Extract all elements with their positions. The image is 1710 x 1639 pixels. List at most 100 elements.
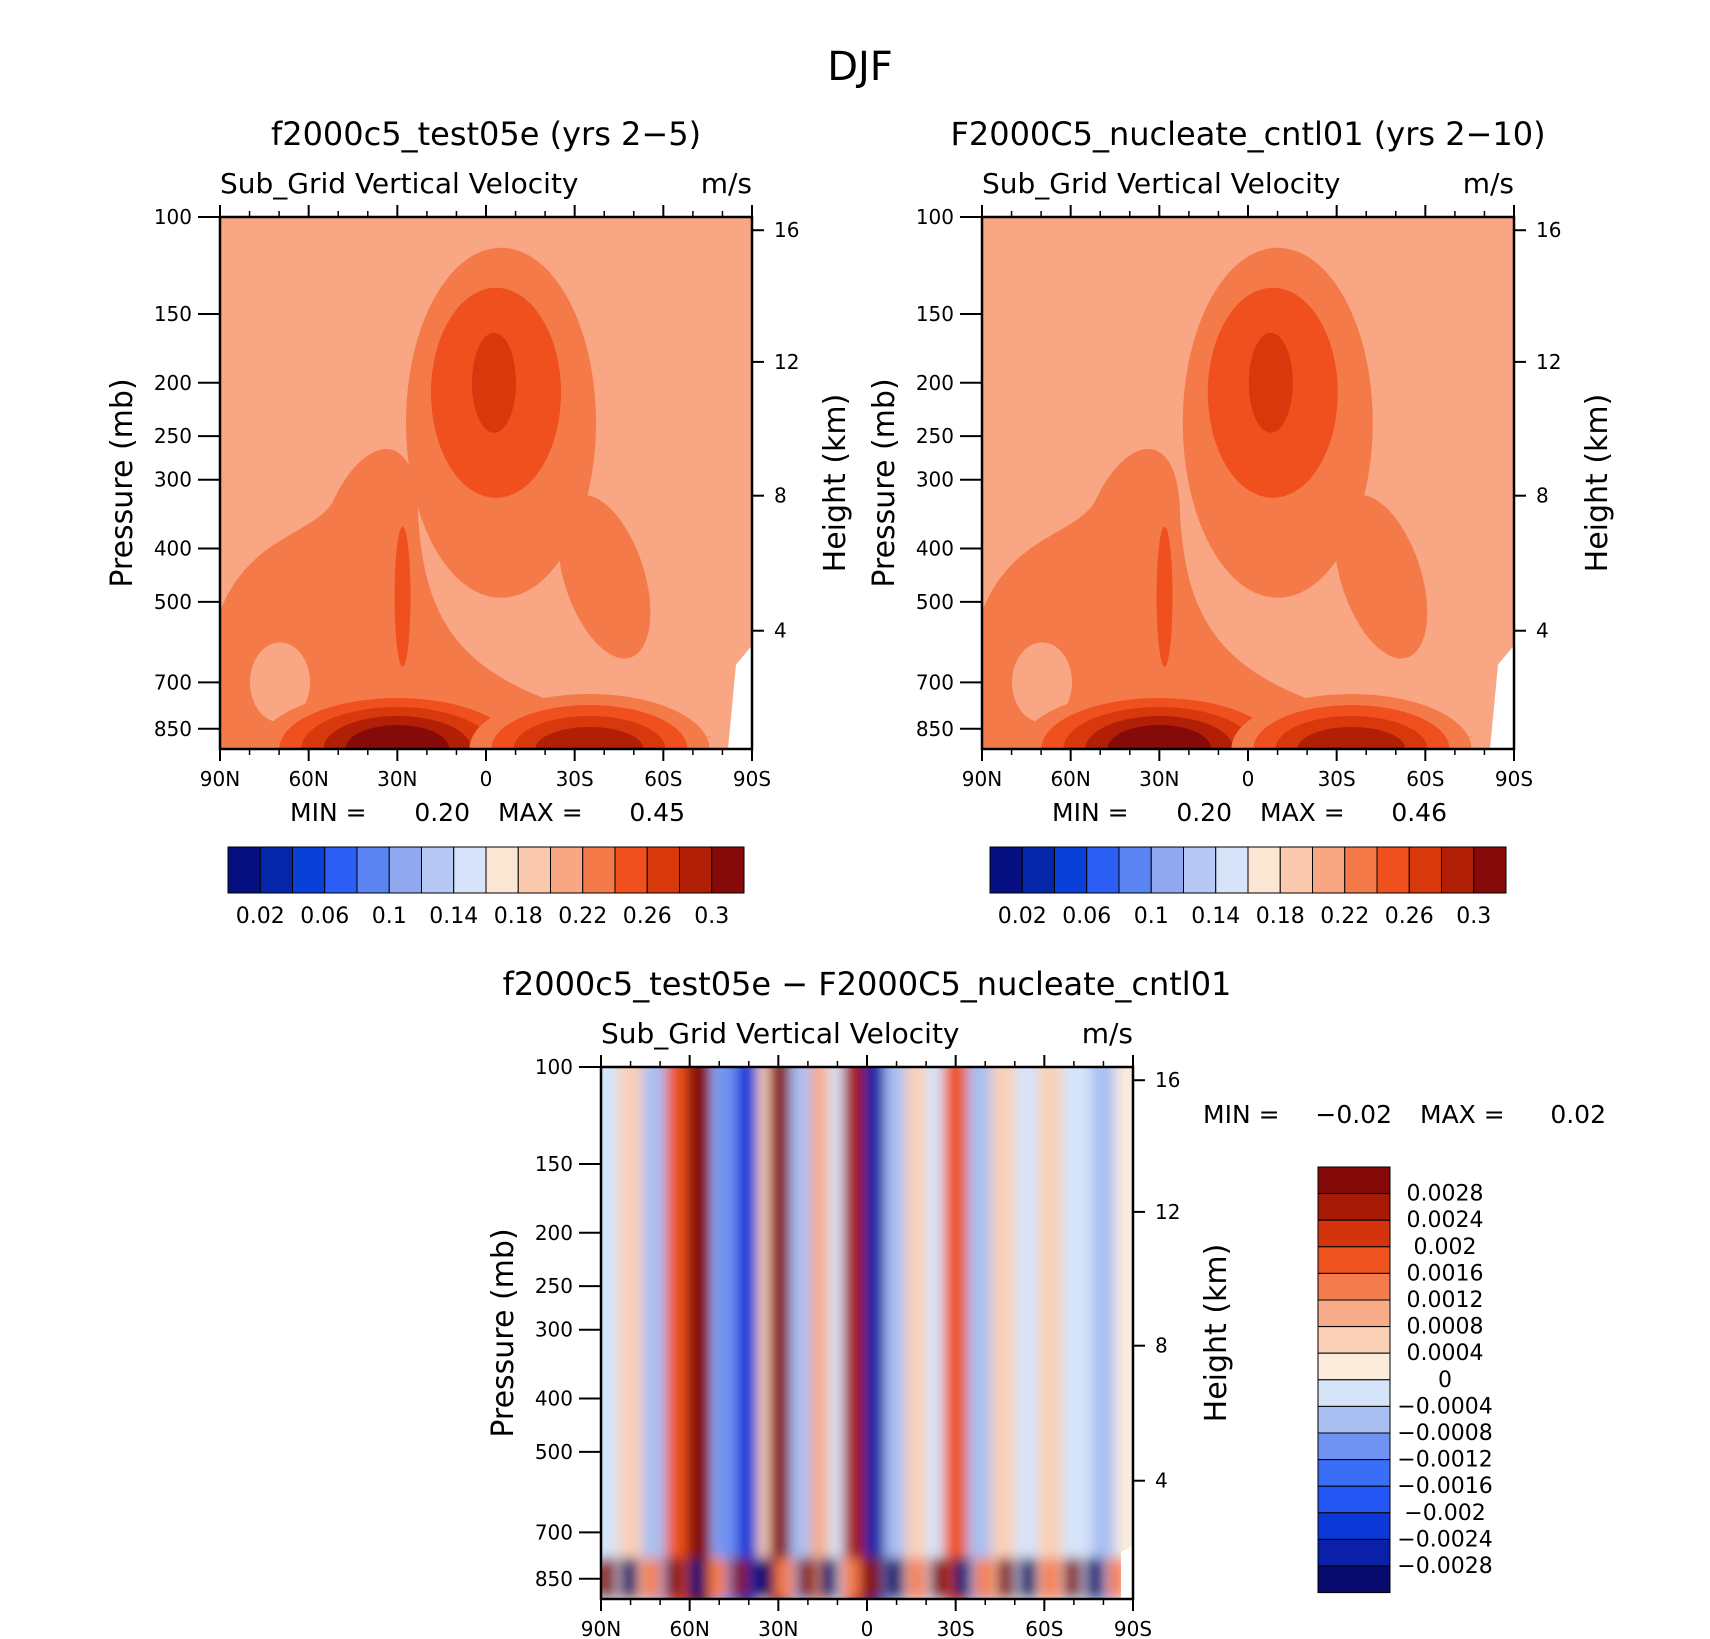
colorbar-box — [711, 846, 745, 894]
diff-band — [1014, 1067, 1039, 1599]
colorbar-box — [1376, 846, 1410, 894]
y-tick-label: 500 — [535, 1440, 573, 1464]
x-tick-label: 30S — [937, 1617, 975, 1639]
diff-band — [1115, 1067, 1133, 1599]
colorbar-label: 0.22 — [1320, 904, 1369, 929]
x-tick-label: 90N — [200, 767, 240, 791]
colorbar-label: 0.1 — [1134, 904, 1169, 929]
diff-band — [642, 1067, 667, 1599]
colorbar-box — [1344, 846, 1378, 894]
x-tick-label: 90S — [1495, 767, 1533, 791]
colorbar-box — [1317, 1432, 1391, 1461]
y2-tick-label: 16 — [1536, 218, 1561, 242]
y2-tick-label: 12 — [1536, 350, 1561, 374]
diff-band — [686, 1067, 711, 1599]
diff-surface-cell — [841, 1558, 860, 1599]
diff-band — [863, 1067, 888, 1599]
y2-axis-label: Height (km) — [1580, 394, 1615, 573]
x-tick-label: 30N — [758, 1617, 798, 1639]
contour-upper-core — [472, 332, 516, 433]
field-layer — [220, 217, 752, 749]
colorbar-box — [1441, 846, 1475, 894]
colorbar-box — [1183, 846, 1217, 894]
diff-surface-cell — [1085, 1558, 1104, 1599]
colorbar-box — [227, 846, 261, 894]
y-tick-label: 250 — [535, 1274, 573, 1298]
y2-tick-label: 4 — [774, 619, 787, 643]
diff-surface-cell — [863, 1558, 882, 1599]
colorbar-box — [485, 846, 519, 894]
y-tick-label: 250 — [154, 424, 192, 448]
colorbar-box — [1317, 1166, 1391, 1195]
y-tick-label: 100 — [916, 205, 954, 229]
diff-surface-cell — [753, 1558, 772, 1599]
y-tick-label: 150 — [916, 302, 954, 326]
diff-surface-cell — [1019, 1558, 1038, 1599]
colorbar-box — [646, 846, 680, 894]
colorbar-box — [1317, 1272, 1391, 1301]
y2-tick-label: 16 — [1155, 1068, 1180, 1092]
colorbar-box — [1317, 1512, 1391, 1540]
diff-band — [736, 1067, 761, 1599]
diff-band — [943, 1067, 968, 1599]
diff-band — [618, 1067, 643, 1599]
max-value: 0.45 — [629, 798, 685, 827]
panel-difference: f2000c5_test05e − F2000C5_nucleate_cntl0… — [486, 965, 1606, 1639]
x-tick-label: 30N — [377, 767, 417, 791]
colorbar-label: 0.06 — [300, 904, 349, 929]
diff-surface-cell — [686, 1558, 705, 1599]
diff-band — [1091, 1067, 1116, 1599]
colorbar-box — [356, 846, 390, 894]
y2-tick-label: 4 — [1155, 1469, 1168, 1493]
y-tick-label: 200 — [154, 371, 192, 395]
diff-band — [843, 1067, 868, 1599]
y2-tick-label: 8 — [1155, 1334, 1168, 1358]
y2-tick-label: 12 — [1155, 1200, 1180, 1224]
y-tick-label: 400 — [154, 537, 192, 561]
contour-sh-surface — [1297, 727, 1406, 749]
y2-tick-label: 12 — [774, 350, 799, 374]
terrain-mask — [1490, 645, 1514, 749]
diff-surface-cell — [908, 1558, 927, 1599]
diff-band — [1061, 1067, 1086, 1599]
colorbar-box — [1317, 1405, 1391, 1434]
x-tick-label: 0 — [480, 767, 493, 791]
panel-subtitle: Sub_Grid Vertical Velocity — [982, 167, 1341, 200]
colorbar-box — [1150, 846, 1184, 894]
y-tick-label: 100 — [154, 205, 192, 229]
diff-surface-cell — [642, 1558, 661, 1599]
y2-tick-label: 16 — [774, 218, 799, 242]
colorbar-label: 0.002 — [1414, 1235, 1477, 1260]
max-value: 0.02 — [1550, 1100, 1606, 1129]
x-tick-label: 30S — [1318, 767, 1356, 791]
colorbar-box — [1473, 846, 1507, 894]
y-tick-label: 200 — [916, 371, 954, 395]
y2-axis-label: Height (km) — [1199, 1244, 1234, 1423]
x-tick-label: 60S — [644, 767, 682, 791]
diff-band — [769, 1067, 794, 1599]
x-tick-label: 30S — [556, 767, 594, 791]
y-tick-label: 500 — [154, 590, 192, 614]
colorbar-box — [1317, 1219, 1391, 1248]
diff-surface-cell — [996, 1558, 1015, 1599]
colorbar-box — [582, 846, 616, 894]
colorbar: 0.02 0.06 0.1 0.14 0.18 0.22 0.26 0.3 — [227, 846, 745, 929]
diff-band — [1038, 1067, 1063, 1599]
colorbar-box — [1086, 846, 1120, 894]
y-tick-label: 100 — [535, 1055, 573, 1079]
x-tick-label: 0 — [861, 1617, 874, 1639]
colorbar-box — [1279, 846, 1313, 894]
y-tick-label: 400 — [916, 537, 954, 561]
contour-nh-plume — [982, 448, 1474, 749]
colorbar-label: 0.06 — [1062, 904, 1111, 929]
colorbar-box — [517, 846, 551, 894]
y-tick-label: 250 — [916, 424, 954, 448]
colorbar-label: −0.0028 — [1397, 1554, 1492, 1579]
panel-title: f2000c5_test05e − F2000C5_nucleate_cntl0… — [503, 965, 1232, 1003]
panel-units: m/s — [701, 167, 752, 200]
max-label: MAX = — [1260, 798, 1345, 827]
y-tick-label: 500 — [916, 590, 954, 614]
diff-surface-cell — [930, 1558, 949, 1599]
colorbar-label: 0.18 — [494, 904, 543, 929]
panel-title: F2000C5_nucleate_cntl01 (yrs 2−10) — [950, 115, 1545, 153]
